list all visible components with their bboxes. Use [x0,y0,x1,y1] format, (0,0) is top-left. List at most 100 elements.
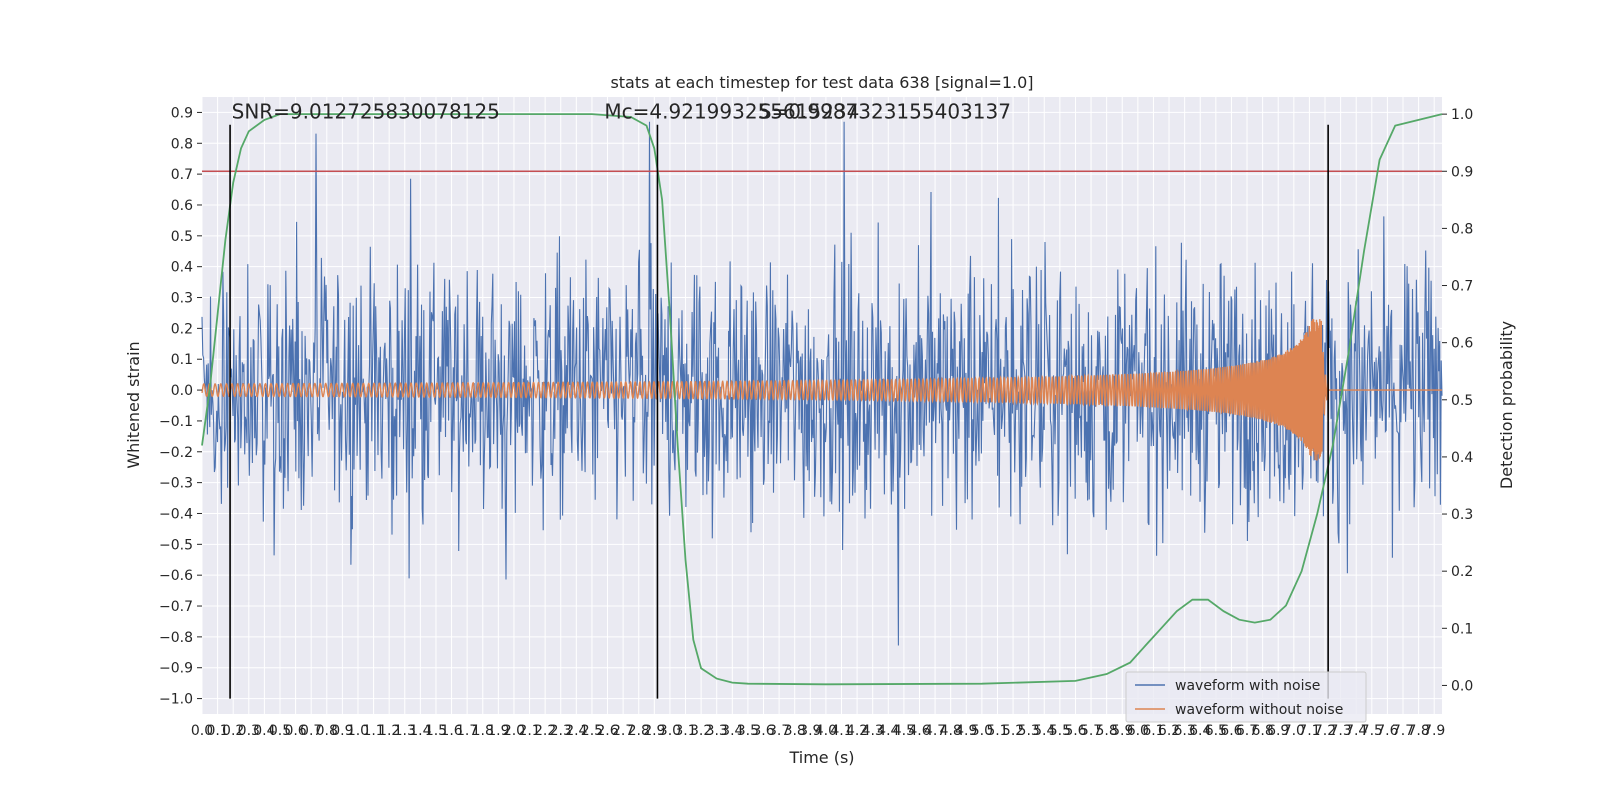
x-tick-label: 1.5 [425,723,447,739]
x-tick-label: 3.5 [737,723,759,739]
y-left-tick-label: −0.8 [159,630,193,646]
x-tick-label: 5.1 [986,723,1008,739]
x-tick-label: 2.0 [503,723,525,739]
x-tick-label: 2.7 [612,723,634,739]
x-tick-label: 3.6 [752,723,774,739]
series-detection-probability [201,113,1443,686]
x-tick-label: 1.9 [487,723,509,739]
y-left-tick-label: −0.1 [159,414,193,430]
y-right-axis-ticks: 1.0 0.9 0.8 0.7 0.6 0.5 0.4 0.3 0.2 0.1 0.0 [1442,107,1473,694]
y-left-tick-label: −0.9 [159,661,193,677]
x-tick-label: 5.3 [1018,723,1040,739]
y-left-tick-label: 0.5 [171,229,193,245]
y-left-tick-label: 0.4 [171,260,193,276]
x-tick-label: 6.9 [1267,723,1289,739]
y-left-tick-label: −0.7 [159,599,193,615]
x-tick-label: 0.5 [269,723,291,739]
x-tick-label: 0.7 [300,723,322,739]
x-tick-label: 2.6 [596,723,618,739]
x-tick-label: 4.7 [924,723,946,739]
y-left-axis-ticks: 0.9 0.8 0.7 0.6 0.5 0.4 0.3 0.2 0.1 0.0 −0.1 −0.2 −0… [159,105,202,708]
x-tick-label: 7.6 [1376,723,1398,739]
x-tick-label: 6.2 [1158,723,1180,739]
y-left-axis-label: Whitened strain [124,341,143,468]
annotations: SNR=9.012725830078125 Mᴄ=4.92199325561523… [232,100,1011,124]
vertical-markers [229,124,1329,699]
x-tick-label: 6.4 [1189,723,1211,739]
x-tick-label: 7.7 [1392,723,1414,739]
y-right-tick-label: 1.0 [1451,107,1473,123]
x-tick-label: 3.1 [674,723,696,739]
y-right-tick-label: 0.0 [1451,678,1473,694]
annotation-2: S=0.9987323155403137 [759,100,1011,124]
x-tick-label: 4.0 [815,723,837,739]
x-tick-label: 4.8 [940,723,962,739]
x-tick-label: 0.4 [253,723,275,739]
x-tick-label: 5.0 [971,723,993,739]
chart-title: stats at each timestep for test data 638… [610,73,1033,92]
x-tick-label: 4.5 [893,723,915,739]
x-tick-label: 6.5 [1205,723,1227,739]
y-left-tick-label: −0.2 [159,445,193,461]
x-tick-label: 3.7 [768,723,790,739]
annotation-1: Mᴄ=4.921993255615234 [604,100,859,124]
x-tick-label: 6.8 [1251,723,1273,739]
legend-label-clean: waveform without noise [1175,702,1343,718]
x-axis-ticks: 0.00.10.20.30.40.50.60.70.80.91.01.11.21… [191,723,1445,739]
x-tick-label: 4.4 [877,723,899,739]
y-right-tick-label: 0.9 [1451,164,1473,180]
x-tick-label: 3.4 [721,723,743,739]
x-tick-label: 7.2 [1314,723,1336,739]
x-tick-label: 2.2 [534,723,556,739]
x-tick-label: 6.7 [1236,723,1258,739]
y-left-tick-label: 0.9 [171,105,193,121]
x-tick-label: 5.5 [1049,723,1071,739]
y-right-tick-label: 0.4 [1451,450,1473,466]
x-tick-label: 3.9 [799,723,821,739]
x-tick-label: 4.9 [955,723,977,739]
x-tick-label: 4.6 [908,723,930,739]
y-right-tick-label: 0.2 [1451,564,1473,580]
x-tick-label: 2.8 [628,723,650,739]
x-tick-label: 0.2 [222,723,244,739]
x-tick-label: 4.3 [862,723,884,739]
x-tick-label: 4.2 [846,723,868,739]
x-tick-label: 1.3 [394,723,416,739]
y-right-tick-label: 0.7 [1451,279,1473,295]
probability-line [201,113,1443,686]
y-left-tick-label: 0.7 [171,167,193,183]
y-left-tick-label: −0.3 [159,476,193,492]
x-tick-label: 6.0 [1127,723,1149,739]
x-tick-label: 5.6 [1064,723,1086,739]
x-tick-label: 0.9 [331,723,353,739]
x-tick-label: 7.3 [1329,723,1351,739]
x-tick-label: 7.5 [1361,723,1383,739]
legend-label-noise: waveform with noise [1175,678,1320,694]
y-right-tick-label: 0.3 [1451,507,1473,523]
x-tick-label: 1.6 [440,723,462,739]
x-tick-label: 5.4 [1033,723,1055,739]
legend-box [1125,671,1367,723]
x-tick-label: 1.0 [347,723,369,739]
y-right-tick-label: 0.6 [1451,336,1473,352]
y-left-tick-label: 0.3 [171,291,193,307]
y-left-tick-label: −0.5 [159,537,193,553]
x-tick-label: 7.0 [1283,723,1305,739]
x-tick-label: 3.8 [784,723,806,739]
y-left-tick-label: 0.0 [171,383,193,399]
clean-line [201,319,1442,461]
y-left-tick-label: −0.6 [159,568,193,584]
x-tick-label: 0.3 [238,723,260,739]
x-tick-label: 0.1 [206,723,228,739]
x-tick-label: 5.2 [1002,723,1024,739]
x-tick-label: 3.2 [690,723,712,739]
y-left-tick-label: 0.8 [171,136,193,152]
x-tick-label: 7.4 [1345,723,1367,739]
annotation-0: SNR=9.012725830078125 [232,100,500,124]
x-tick-label: 0.0 [191,723,213,739]
series-waveform-without-noise [201,319,1442,461]
x-tick-label: 7.1 [1298,723,1320,739]
x-tick-label: 6.6 [1220,723,1242,739]
x-axis-label: Time (s) [788,748,854,767]
x-tick-label: 7.8 [1407,723,1429,739]
